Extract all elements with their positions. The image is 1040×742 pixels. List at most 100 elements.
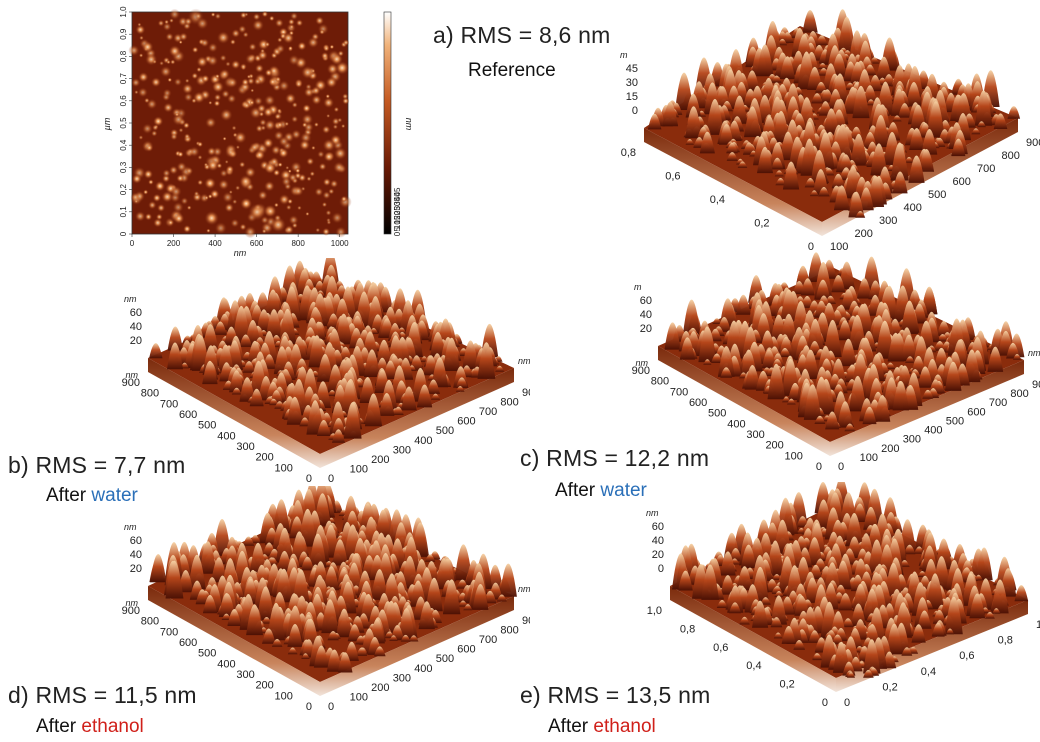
map-colorbar-tick: 10 — [393, 220, 402, 229]
right-axis-tick: 700 — [977, 163, 995, 175]
right-axis-tick: 500 — [436, 425, 454, 437]
map-grains — [128, 8, 352, 239]
map-colorbar-tick: 40 — [393, 192, 402, 201]
map-colorbar-tick: 35 — [393, 196, 402, 205]
right-axis-tick: 700 — [479, 634, 497, 646]
left-axis-tick: 800 — [141, 616, 159, 628]
left-axis-tick: 700 — [160, 398, 178, 410]
left-axis-tick: 400 — [727, 418, 745, 430]
right-axis-tick: 600 — [953, 176, 971, 188]
map-y-tick: 1,0 — [119, 6, 128, 18]
z-tick: 0 — [658, 563, 664, 575]
panel-d-caption: After ethanol — [36, 716, 144, 738]
right-axis-tick: 100 — [350, 691, 368, 703]
left-axis-tick: 100 — [275, 462, 293, 474]
map-y-tick: 0,3 — [119, 161, 128, 173]
left-axis-tick: 100 — [785, 450, 803, 462]
right-axis-tick: 1,0 — [1036, 619, 1040, 631]
right-axis-tick: 200 — [855, 228, 873, 240]
right-axis-tick: 100 — [350, 463, 368, 475]
left-axis-tick: 300 — [746, 429, 764, 441]
right-axis-tick: 0 — [838, 461, 844, 473]
left-axis-tick: 0,4 — [746, 660, 761, 672]
left-axis-tick: 0,6 — [713, 642, 728, 654]
right-axis-tick: 900 — [1032, 379, 1040, 391]
right-axis-tick: 800 — [1010, 388, 1028, 400]
map-x-tick: 0 — [130, 239, 135, 248]
surface-peaks — [647, 9, 1021, 218]
panel-e-caption-solvent: ethanol — [593, 716, 656, 737]
right-axis-tick: 400 — [924, 425, 942, 437]
map-y-tick: 0,8 — [119, 50, 128, 62]
left-axis-tick: 0 — [306, 473, 312, 485]
z-tick: 40 — [130, 321, 142, 333]
map-colorbar-tick: 0 — [393, 231, 402, 236]
panel-d-caption-solvent: ethanol — [81, 716, 144, 737]
left-axis-tick: 900 — [122, 377, 140, 389]
panel-e-caption-prefix: After — [548, 716, 594, 737]
right-axis-tick: 0 — [328, 701, 334, 713]
left-axis-tick: 0,2 — [780, 679, 795, 691]
right-axis-unit: nm — [518, 356, 530, 366]
left-axis-tick: 0,4 — [710, 194, 725, 206]
map-y-tick: 0,9 — [119, 28, 128, 40]
map-colorbar-tick: 30 — [393, 201, 402, 210]
left-axis-tick: 200 — [255, 452, 273, 464]
right-axis-tick: 900 — [522, 615, 530, 627]
left-axis-tick: 400 — [217, 430, 235, 442]
map-y-tick: 0,4 — [119, 139, 128, 151]
panel-c-rms: c) RMS = 12,2 nm — [520, 445, 710, 471]
surface-peaks — [149, 258, 505, 443]
left-axis-unit: nm — [125, 370, 138, 380]
right-axis-tick: 300 — [903, 434, 921, 446]
left-axis-tick: 700 — [670, 386, 688, 398]
panel-c-3d-plot: 604020m9008007006005004003002001000nm010… — [632, 252, 1040, 473]
map-y-tick: 0,7 — [119, 72, 128, 84]
right-axis-tick: 700 — [479, 406, 497, 418]
right-axis-tick: 900 — [1026, 137, 1040, 149]
z-tick: 60 — [130, 307, 142, 319]
panel-d-3d-plot: 604020nm9008007006005004003002001000nm01… — [122, 486, 530, 713]
panel-b-caption-prefix: After — [46, 485, 92, 506]
right-axis-tick: 0,2 — [882, 681, 897, 693]
left-axis-tick: 900 — [122, 605, 140, 617]
left-axis-tick: 0,2 — [754, 218, 769, 230]
right-axis-tick: 800 — [1002, 150, 1020, 162]
z-tick: 60 — [130, 535, 142, 547]
map-colorbar-tick: 15 — [393, 215, 402, 224]
right-axis-tick: 400 — [414, 663, 432, 675]
right-axis-tick: 0 — [844, 697, 850, 709]
left-axis-tick: 0 — [816, 461, 822, 473]
right-axis-tick: 100 — [860, 452, 878, 464]
z-tick: 40 — [640, 309, 652, 321]
right-axis-tick: 0,4 — [921, 666, 936, 678]
afm-2d-map: 0 200 400 600 800 1000 00,10,20,30,40,50,60,7… — [102, 6, 414, 258]
map-colorbar-tick: 5 — [393, 227, 402, 232]
right-axis-tick: 500 — [928, 189, 946, 201]
left-axis-tick: 1,0 — [647, 605, 662, 617]
left-axis-tick: 400 — [217, 658, 235, 670]
z-tick: 40 — [130, 549, 142, 561]
surface-peaks — [672, 482, 1029, 678]
right-axis-tick: 800 — [500, 625, 518, 637]
left-axis-tick: 200 — [255, 680, 273, 692]
right-axis-tick: 500 — [946, 415, 964, 427]
left-axis-tick: 100 — [275, 690, 293, 702]
z-tick: 30 — [626, 77, 638, 89]
z-tick: 20 — [652, 549, 664, 561]
map-colorbar-tick: 20 — [393, 210, 402, 219]
left-axis-unit: nm — [635, 358, 648, 368]
left-axis-tick: 0 — [306, 701, 312, 713]
left-axis-tick: 500 — [198, 420, 216, 432]
map-y-ticks: 0 0,1 0,2 0,3 0,4 0,5 0,6 0,7 0,8 0,9 1,0 — [119, 6, 132, 236]
left-axis-tick: 200 — [765, 440, 783, 452]
surface-skirt-left — [644, 128, 822, 236]
surface-skirt-left — [148, 358, 320, 468]
map-colorbar-tick: 25 — [393, 206, 402, 215]
surface-skirt-right — [320, 596, 514, 696]
right-axis-tick: 200 — [371, 682, 389, 694]
z-unit: m — [620, 50, 628, 60]
map-colorbar — [383, 11, 392, 235]
left-axis-tick: 0,8 — [680, 623, 695, 635]
map-x-ticks: 0 200 400 600 800 1000 — [130, 234, 349, 248]
